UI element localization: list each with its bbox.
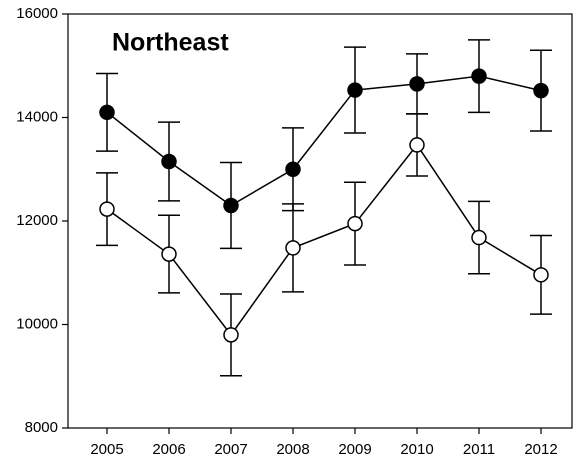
data-point (99, 201, 115, 217)
series-line (106, 75, 542, 207)
data-point (533, 267, 549, 283)
x-tick-label: 2006 (152, 441, 185, 458)
data-point (161, 153, 177, 170)
data-point (471, 68, 487, 84)
data-point (471, 229, 487, 246)
x-tick-label: 2008 (276, 441, 309, 458)
y-tick-label: 14000 (16, 108, 58, 125)
data-point (223, 327, 239, 343)
x-tick-label: 2012 (524, 441, 557, 458)
y-tick-label: 12000 (16, 212, 58, 229)
data-point (533, 82, 549, 99)
data-point (223, 197, 239, 214)
data-point (347, 82, 363, 98)
data-point (347, 215, 363, 232)
plot-frame (67, 13, 573, 429)
data-point (161, 246, 177, 262)
x-tick-label: 2005 (90, 441, 123, 458)
data-point (285, 161, 301, 177)
x-tick-label: 2010 (400, 441, 433, 458)
data-point (99, 104, 115, 121)
data-point (409, 137, 425, 153)
series-line (106, 143, 542, 337)
data-point (409, 76, 425, 92)
y-tick-label: 8000 (25, 419, 58, 436)
x-tick-label: 2011 (463, 441, 495, 458)
data-point (285, 240, 301, 256)
y-tick-label: 10000 (16, 315, 58, 332)
x-tick-label: 2009 (338, 441, 371, 458)
x-tick-label: 2007 (214, 441, 247, 458)
chart-annotation: Northeast (112, 29, 229, 57)
y-tick-label: 16000 (16, 5, 58, 22)
